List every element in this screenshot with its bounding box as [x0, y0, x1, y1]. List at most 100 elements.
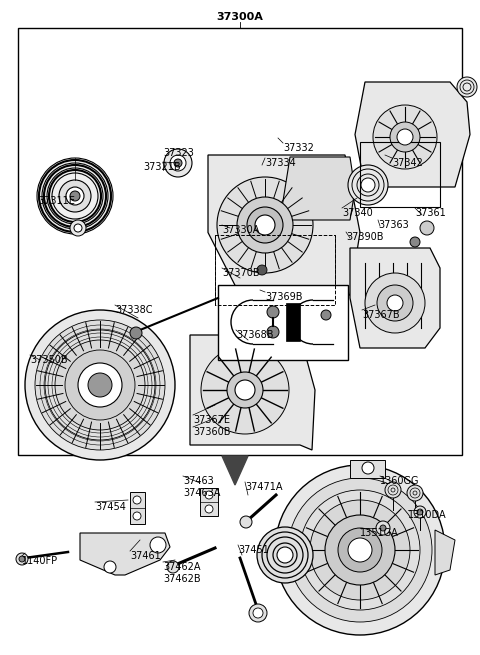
Text: 37463: 37463	[183, 476, 214, 486]
Circle shape	[150, 537, 166, 553]
Text: 37370B: 37370B	[222, 268, 260, 278]
Bar	[218, 285, 348, 360]
Text: 37369B: 37369B	[265, 292, 302, 302]
Text: 1360GG: 1360GG	[380, 476, 420, 486]
Circle shape	[217, 177, 313, 273]
Circle shape	[235, 380, 255, 400]
Polygon shape	[190, 335, 315, 450]
Circle shape	[70, 191, 80, 201]
Text: 1351GA: 1351GA	[360, 528, 399, 538]
Polygon shape	[355, 82, 470, 187]
Circle shape	[167, 561, 179, 573]
Circle shape	[277, 547, 293, 563]
Circle shape	[361, 178, 375, 192]
Circle shape	[37, 158, 113, 234]
Text: 37361: 37361	[415, 208, 446, 218]
Circle shape	[380, 525, 386, 531]
Text: 1140FP: 1140FP	[22, 556, 58, 566]
Circle shape	[25, 310, 175, 460]
Polygon shape	[435, 530, 455, 575]
Circle shape	[78, 363, 122, 407]
Circle shape	[325, 515, 395, 585]
Circle shape	[55, 340, 145, 430]
Circle shape	[365, 273, 425, 333]
Text: 37321B: 37321B	[143, 162, 180, 172]
Circle shape	[237, 197, 293, 253]
Bar	[130, 492, 145, 524]
Text: 37462B: 37462B	[163, 574, 201, 584]
Circle shape	[348, 538, 372, 562]
Circle shape	[104, 561, 116, 573]
Circle shape	[410, 237, 420, 247]
Circle shape	[201, 346, 289, 434]
Circle shape	[267, 306, 279, 318]
Circle shape	[253, 608, 263, 618]
Text: 37368B: 37368B	[236, 330, 274, 340]
Circle shape	[310, 500, 410, 600]
Text: 37360B: 37360B	[193, 427, 230, 437]
Circle shape	[249, 604, 267, 622]
Text: 37350B: 37350B	[30, 355, 68, 365]
Bar	[215, 235, 335, 305]
Circle shape	[407, 485, 423, 501]
Circle shape	[275, 465, 445, 635]
Circle shape	[267, 326, 279, 338]
Circle shape	[376, 521, 390, 535]
Circle shape	[257, 527, 313, 583]
Circle shape	[45, 330, 155, 440]
Bar	[350, 460, 385, 478]
Circle shape	[227, 372, 263, 408]
Text: 37334: 37334	[265, 158, 296, 168]
Circle shape	[88, 373, 112, 397]
Bar	[18, 28, 462, 455]
Circle shape	[373, 105, 437, 169]
Circle shape	[59, 180, 91, 212]
Polygon shape	[222, 456, 248, 485]
Bar	[360, 142, 440, 207]
Circle shape	[42, 163, 108, 229]
Circle shape	[74, 224, 82, 232]
Circle shape	[47, 168, 103, 224]
Text: 37342: 37342	[392, 158, 423, 168]
Bar	[286, 303, 300, 341]
Text: 37332: 37332	[283, 143, 314, 153]
Text: 37454: 37454	[95, 502, 126, 512]
Text: 37338C: 37338C	[115, 305, 153, 315]
Circle shape	[338, 528, 382, 572]
Circle shape	[130, 327, 142, 339]
Text: 37323: 37323	[163, 148, 194, 158]
Text: 37463A: 37463A	[183, 488, 220, 498]
Circle shape	[417, 509, 423, 515]
Circle shape	[70, 220, 86, 236]
Circle shape	[321, 310, 331, 320]
Circle shape	[170, 155, 186, 171]
Text: 37471A: 37471A	[245, 482, 283, 492]
Circle shape	[205, 505, 213, 513]
Circle shape	[16, 553, 28, 565]
Text: 37340: 37340	[342, 208, 373, 218]
Circle shape	[385, 482, 401, 498]
Circle shape	[390, 122, 420, 152]
Circle shape	[66, 187, 84, 205]
Polygon shape	[208, 155, 360, 295]
Circle shape	[133, 512, 141, 520]
Text: 37330A: 37330A	[222, 225, 259, 235]
Text: 37367E: 37367E	[193, 415, 230, 425]
Circle shape	[35, 320, 165, 450]
Polygon shape	[80, 533, 170, 575]
Circle shape	[397, 129, 413, 145]
Circle shape	[205, 491, 213, 499]
Circle shape	[52, 173, 98, 219]
Circle shape	[240, 516, 252, 528]
Circle shape	[19, 556, 25, 562]
Circle shape	[300, 490, 420, 610]
Polygon shape	[280, 157, 355, 220]
Text: 37363: 37363	[378, 220, 409, 230]
Circle shape	[420, 221, 434, 235]
Text: 37367B: 37367B	[362, 310, 400, 320]
Circle shape	[348, 165, 388, 205]
Text: 37311E: 37311E	[38, 196, 75, 206]
Circle shape	[255, 215, 275, 235]
Text: 37461: 37461	[130, 551, 161, 561]
Text: 37300A: 37300A	[216, 12, 264, 22]
